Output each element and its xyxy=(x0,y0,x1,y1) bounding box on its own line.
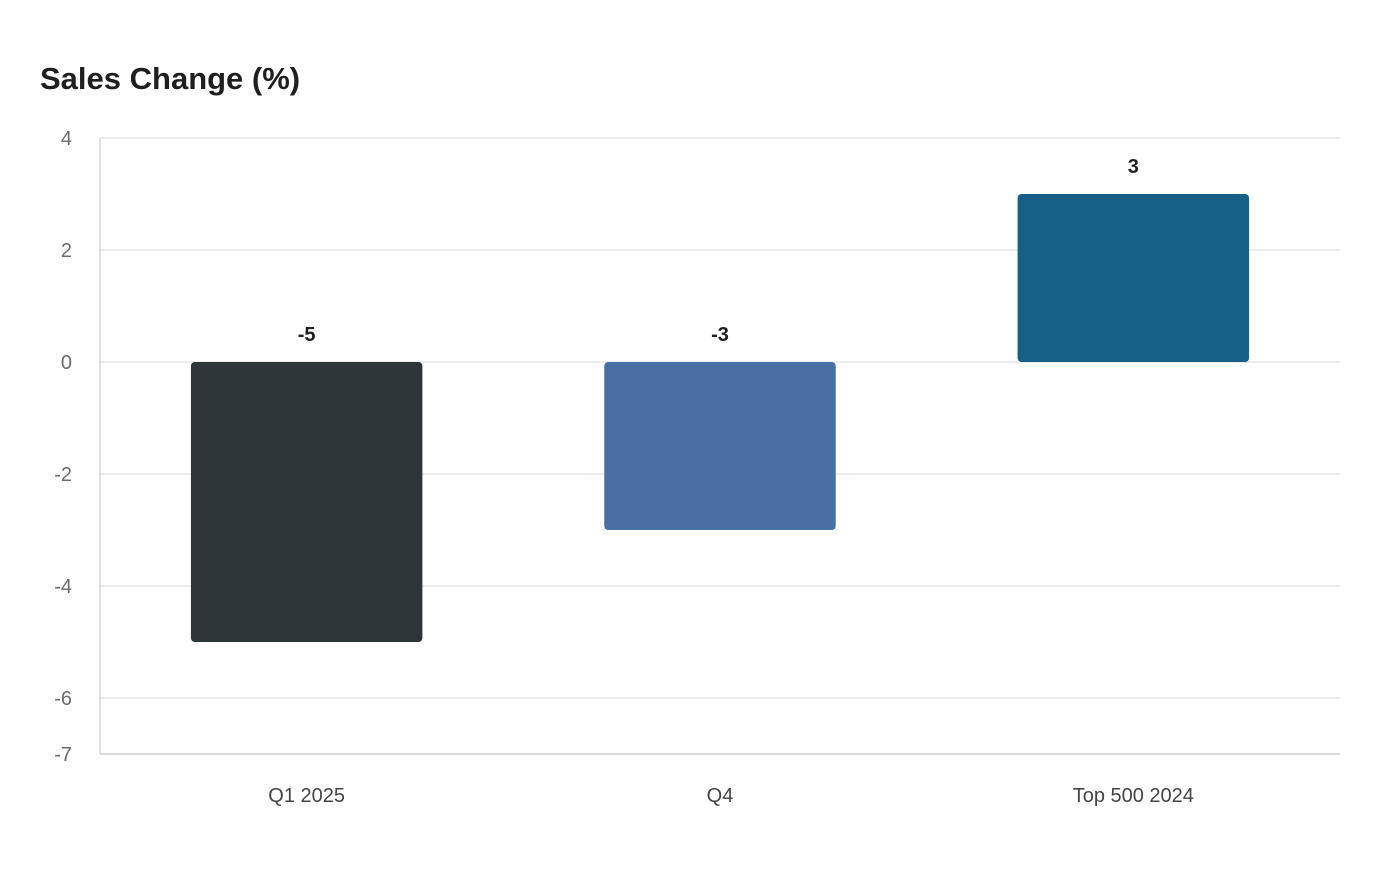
y-tick-label: -2 xyxy=(54,464,72,486)
y-tick-label: 4 xyxy=(61,128,72,150)
y-tick-label: 2 xyxy=(61,240,72,262)
bar-value-label: 3 xyxy=(1128,156,1139,178)
bar xyxy=(190,362,423,642)
bar xyxy=(604,362,836,530)
y-tick-label: -4 xyxy=(54,576,72,598)
chart-title: Sales Change (%) xyxy=(40,61,301,96)
y-tick-label: -6 xyxy=(54,688,72,710)
x-tick-label: Q1 2025 xyxy=(268,785,345,807)
bar-value-label: -3 xyxy=(711,324,729,346)
labels: 4 2 0 -2 -4 -6 -7 -5 Q1 2025 -3 Q4 3 Top 500 2024 xyxy=(54,128,1194,807)
bar xyxy=(1017,194,1250,362)
x-tick-label: Top 500 2024 xyxy=(1073,785,1194,807)
x-tick-label: Q4 xyxy=(707,785,734,807)
axes xyxy=(99,138,1340,755)
y-tick-label: -7 xyxy=(54,744,72,766)
bars xyxy=(190,194,1250,642)
y-tick-label: 0 xyxy=(61,352,72,374)
bar-value-label: -5 xyxy=(298,324,316,346)
